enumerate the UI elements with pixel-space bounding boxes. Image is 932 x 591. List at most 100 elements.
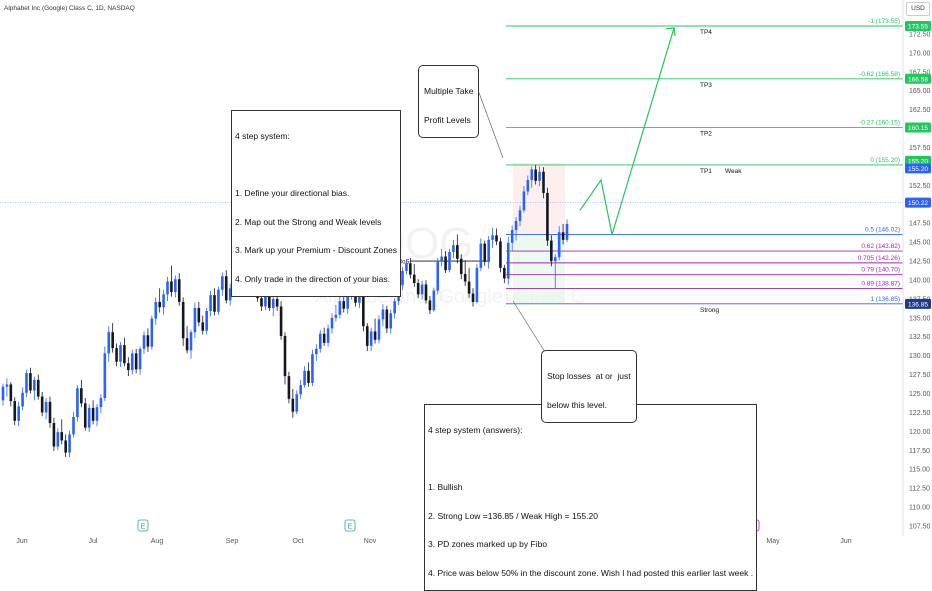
candle-body	[401, 270, 404, 286]
candle	[291, 388, 295, 418]
candle	[330, 313, 334, 334]
stop-loss-callout: Stop losses at or just below this level.	[541, 350, 637, 423]
sl-callout-line	[512, 300, 546, 353]
candle	[436, 258, 440, 295]
candle	[420, 280, 424, 300]
candle	[193, 302, 197, 339]
price-tag-label: 136.85	[908, 301, 928, 308]
candle-body	[279, 306, 283, 336]
candle	[424, 279, 428, 304]
system-note: 4 step system: 1. Define your directiona…	[231, 110, 402, 297]
candle-body	[424, 284, 428, 301]
candle	[99, 394, 103, 414]
time-tick-label: Oct	[293, 538, 304, 545]
time-tick-label: Sep	[226, 538, 239, 545]
candle-body	[318, 333, 322, 349]
candle-body	[13, 401, 17, 421]
candle-body	[311, 354, 314, 383]
fib-level-label: 0.5 (146.02)	[865, 226, 900, 233]
candle-body	[291, 398, 295, 412]
fib-level-label: -0.27 (160.15)	[859, 119, 900, 126]
candle	[158, 288, 161, 313]
candle-body	[510, 230, 514, 243]
candle-body	[385, 309, 389, 329]
price-tick-label: 127.50	[909, 372, 931, 379]
candle	[491, 227, 494, 249]
time-tick-label: Jun	[16, 538, 27, 545]
candle-body	[514, 220, 518, 231]
candle	[177, 273, 181, 306]
candle	[506, 236, 510, 285]
candle	[546, 187, 549, 246]
candle-body	[72, 416, 75, 435]
candle-body	[369, 331, 373, 346]
candle	[365, 323, 369, 352]
candle-body	[342, 301, 346, 309]
strong-label: Strong	[700, 307, 720, 314]
candle-body	[561, 232, 565, 240]
candle-body	[303, 370, 306, 386]
candle-body	[60, 432, 64, 441]
candle	[181, 297, 185, 346]
candle-body	[189, 332, 193, 351]
candle-body	[264, 290, 267, 307]
candle-body	[405, 263, 408, 271]
price-tick-label: 112.50	[909, 486, 930, 493]
candle-body	[287, 376, 291, 399]
candle-body	[91, 407, 95, 421]
price-tag-label: 155.20	[908, 166, 928, 173]
candle-body	[420, 284, 424, 295]
candle-body	[526, 180, 530, 192]
currency-selector[interactable]: USD	[906, 2, 930, 16]
candle	[369, 327, 373, 352]
candle	[326, 324, 330, 347]
candle	[13, 397, 17, 426]
candle	[1, 383, 5, 406]
candle	[401, 267, 404, 290]
candle-body	[115, 348, 118, 362]
candle-body	[365, 326, 369, 346]
candle-body	[452, 245, 455, 252]
candle	[307, 362, 310, 387]
candle-body	[491, 235, 494, 240]
price-tag-label: 173.55	[908, 24, 928, 31]
price-tick-label: 165.00	[909, 88, 931, 95]
candle	[68, 430, 71, 458]
candle	[409, 258, 412, 279]
candle-body	[475, 267, 479, 302]
answers-note-item: 4. Price was below 50% in the discount z…	[428, 567, 754, 578]
candle-body	[393, 301, 396, 314]
candle	[561, 223, 565, 245]
candle-body	[205, 311, 208, 331]
candle	[342, 295, 346, 313]
candle-body	[409, 263, 412, 275]
candle-body	[428, 300, 432, 311]
candle	[295, 390, 299, 414]
price-tick-label: 167.50	[909, 69, 931, 76]
candle-body	[315, 348, 318, 355]
candle-body	[440, 256, 443, 262]
candle-body	[142, 335, 146, 349]
candle	[17, 401, 20, 427]
candle	[166, 276, 169, 302]
candle	[95, 404, 99, 427]
candle-body	[506, 242, 510, 279]
candle-body	[530, 169, 534, 181]
candle-body	[134, 353, 138, 370]
candle	[444, 251, 447, 274]
price-tick-label: 132.50	[909, 334, 931, 341]
candle	[189, 329, 193, 359]
candle-body	[228, 288, 232, 301]
candle	[213, 288, 216, 316]
fib-levels: -1 (173.55) -0.62 (166.58) -0.27 (160.15) 0…	[506, 18, 903, 305]
time-tick-label: Jul	[89, 538, 98, 545]
candle	[127, 357, 130, 377]
candle	[416, 279, 420, 299]
candle	[315, 344, 318, 361]
candle-body	[25, 373, 28, 393]
chart-title: Alphabet Inc (Google) Class C, 1D, NASDA…	[4, 5, 135, 12]
candle-body	[268, 290, 271, 308]
tp-label: TP3	[700, 82, 712, 89]
fib-level-label: 0.89 (138.87)	[861, 281, 900, 288]
candle	[412, 264, 416, 287]
